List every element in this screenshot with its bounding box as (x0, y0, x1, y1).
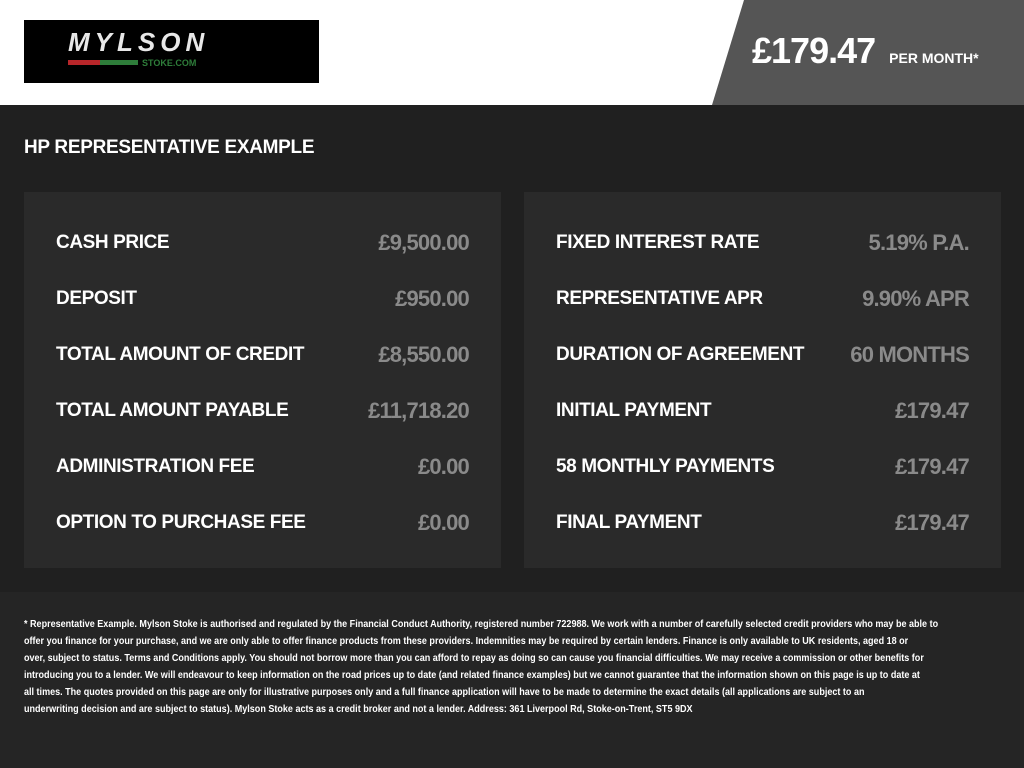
mylson-logo[interactable]: MYLSON STOKE.COM (24, 20, 319, 83)
disclaimer-line: underwriting decision and are subject to… (24, 703, 693, 715)
disclaimer-line: * Representative Example. Mylson Stoke i… (24, 618, 939, 630)
logo-stripe-red (68, 60, 100, 65)
finance-row: FINAL PAYMENT £179.47 (556, 508, 970, 538)
row-value: £8,550.00 (378, 342, 469, 367)
row-label: FIXED INTEREST RATE (556, 232, 760, 253)
disclaimer-line: offer you finance for your purchase, and… (24, 635, 909, 647)
finance-row: TOTAL AMOUNT PAYABLE £11,718.20 (56, 396, 470, 426)
row-label: OPTION TO PURCHASE FEE (56, 512, 306, 533)
row-label: CASH PRICE (56, 232, 170, 253)
row-label: TOTAL AMOUNT PAYABLE (56, 400, 289, 421)
finance-row: DURATION OF AGREEMENT 60 MONTHS (556, 340, 970, 370)
row-value: 9.90% APR (862, 286, 970, 311)
row-value: 5.19% P.A. (868, 230, 970, 255)
disclaimer-line: all times. The quotes provided on this p… (24, 686, 865, 698)
row-label: DEPOSIT (56, 288, 137, 309)
section-title: HP REPRESENTATIVE EXAMPLE (24, 137, 315, 158)
finance-row: CASH PRICE £9,500.00 (56, 228, 470, 258)
monthly-price: £179.47 (752, 30, 876, 71)
row-label: INITIAL PAYMENT (556, 400, 712, 421)
row-label: FINAL PAYMENT (556, 512, 702, 533)
finance-row: DEPOSIT £950.00 (56, 284, 470, 314)
disclaimer-text: * Representative Example. Mylson Stoke i… (24, 616, 1024, 718)
finance-row: REPRESENTATIVE APR 9.90% APR (556, 284, 970, 314)
monthly-price-box: £179.47 PER MONTH* (712, 0, 1024, 105)
row-label: DURATION OF AGREEMENT (556, 344, 805, 365)
row-value: 60 MONTHS (850, 342, 970, 367)
disclaimer-line: introducing you to a lender. We will end… (24, 669, 920, 681)
footer: * Representative Example. Mylson Stoke i… (0, 592, 1024, 768)
row-label: TOTAL AMOUNT OF CREDIT (56, 344, 305, 365)
finance-row: INITIAL PAYMENT £179.47 (556, 396, 970, 426)
row-value: £950.00 (395, 286, 470, 311)
logo-stripe-green (100, 60, 138, 65)
row-label: REPRESENTATIVE APR (556, 288, 763, 309)
logo-text: MYLSON (68, 27, 210, 57)
row-label: ADMINISTRATION FEE (56, 456, 255, 477)
row-value: £179.47 (895, 454, 970, 479)
disclaimer-line: over, subject to status. Terms and Condi… (24, 652, 924, 664)
row-value: £9,500.00 (378, 230, 469, 255)
row-value: £11,718.20 (368, 398, 470, 423)
finance-row: TOTAL AMOUNT OF CREDIT £8,550.00 (56, 340, 470, 370)
finance-panel-right: FIXED INTEREST RATE 5.19% P.A. REPRESENTA… (524, 192, 1001, 568)
row-value: £0.00 (417, 510, 470, 535)
finance-row: OPTION TO PURCHASE FEE £0.00 (56, 508, 470, 538)
finance-panel-left: CASH PRICE £9,500.00 DEPOSIT £950.00 TOTAL… (24, 192, 501, 568)
finance-row: FIXED INTEREST RATE 5.19% P.A. (556, 228, 970, 258)
finance-row: 58 MONTHLY PAYMENTS £179.47 (556, 452, 970, 482)
row-value: £0.00 (417, 454, 470, 479)
logo-subtext: STOKE.COM (142, 58, 197, 68)
header: MYLSON STOKE.COM £179.47 PER MONTH* (0, 0, 1024, 105)
per-month-label: PER MONTH* (889, 50, 979, 66)
row-value: £179.47 (895, 510, 970, 535)
row-label: 58 MONTHLY PAYMENTS (556, 456, 775, 477)
finance-row: ADMINISTRATION FEE £0.00 (56, 452, 470, 482)
row-value: £179.47 (895, 398, 970, 423)
